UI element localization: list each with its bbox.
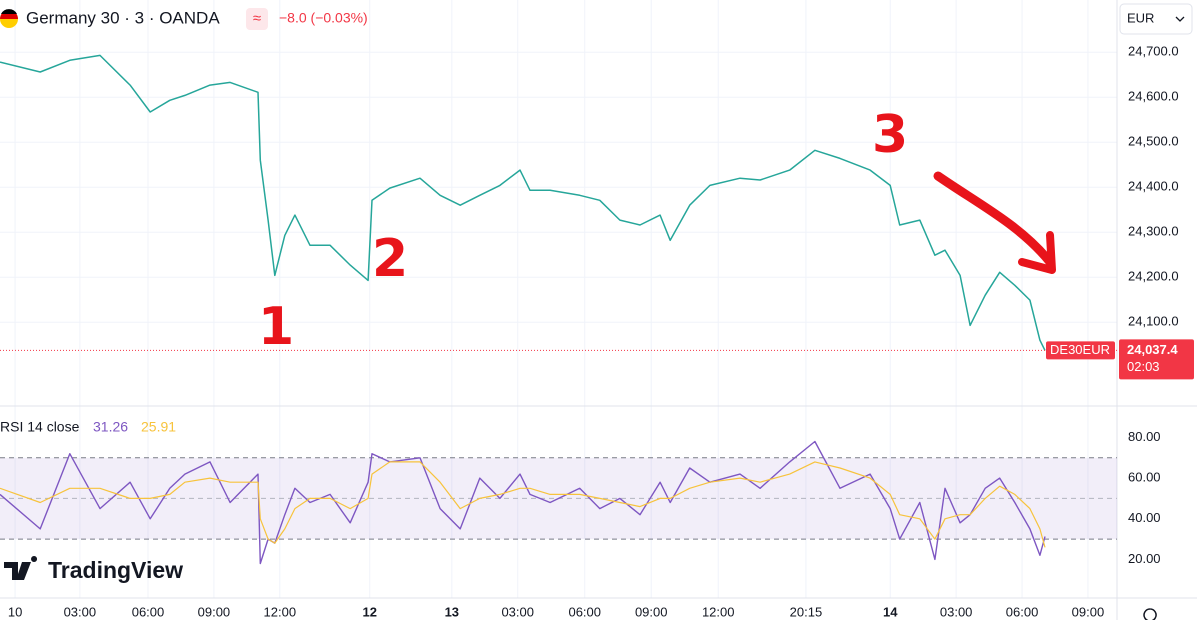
hand-annotation: 1 — [258, 297, 294, 357]
y-tick-label: 80.00 — [1128, 429, 1161, 444]
x-tick-label: 12 — [362, 604, 376, 619]
rsi-ma-value: 25.91 — [141, 419, 176, 435]
y-tick-label: 24,500.0 — [1128, 134, 1179, 149]
y-tick-label: 24,700.0 — [1128, 44, 1179, 59]
x-tick-label: 06:00 — [568, 604, 601, 619]
brand-logo — [4, 556, 38, 580]
market-status-icon: ≈ — [253, 10, 261, 27]
y-tick-label: 40.00 — [1128, 510, 1161, 525]
y-tick-label: 24,200.0 — [1128, 269, 1179, 284]
x-tick-label: 10 — [8, 604, 22, 619]
last-price-tag — [1119, 339, 1194, 380]
rsi-value: 31.26 — [93, 419, 128, 435]
x-tick-label: 09:00 — [1072, 604, 1105, 619]
x-tick-label: 03:00 — [940, 604, 973, 619]
series-line — [0, 440, 1046, 565]
x-tick-label: 06:00 — [132, 604, 165, 619]
y-tick-label: 20.00 — [1128, 551, 1161, 566]
settings-icon[interactable] — [1143, 608, 1157, 620]
series-line — [0, 54, 1046, 351]
x-tick-label: 09:00 — [635, 604, 668, 619]
symbol-label: DE30EUR — [1050, 342, 1110, 357]
brand-name: TradingView — [48, 557, 183, 583]
y-tick-label: 60.00 — [1128, 470, 1161, 485]
hand-annotation: 3 — [872, 105, 908, 165]
symbol-tag — [1046, 341, 1115, 360]
countdown-label: 02:03 — [1127, 359, 1160, 374]
flag-icon-black — [1, 9, 17, 14]
x-tick-label: 12:00 — [264, 604, 297, 619]
x-tick-label: 12:00 — [702, 604, 735, 619]
x-tick-label: 14 — [883, 604, 898, 619]
plot — [0, 54, 1117, 565]
hand-annotation: 2 — [372, 229, 408, 289]
x-tick-label: 09:00 — [198, 604, 231, 619]
y-tick-label: 24,600.0 — [1128, 89, 1179, 104]
currency-button[interactable] — [1119, 3, 1193, 35]
currency-label[interactable]: EUR — [1127, 10, 1154, 25]
y-tick-label: 24,400.0 — [1128, 179, 1179, 194]
x-tick-label: 13 — [445, 604, 459, 619]
annotation-arrowhead — [1018, 231, 1056, 274]
price-change: −8.0 (−0.03%) — [279, 10, 368, 26]
market-status — [246, 8, 268, 30]
x-tick-label: 03:00 — [64, 604, 97, 619]
series-line — [0, 461, 1046, 548]
x-tick-label: 03:00 — [501, 604, 534, 619]
y-tick-label: 24,300.0 — [1128, 224, 1179, 239]
last-price-label: 24,037.4 — [1127, 342, 1178, 357]
rsi-title: RSI 14 close — [0, 419, 80, 435]
y-tick-label: 24,100.0 — [1128, 314, 1179, 329]
x-tick-label: 06:00 — [1006, 604, 1039, 619]
currency-caret[interactable] — [1175, 16, 1185, 22]
annotation-arrow — [933, 171, 1055, 267]
symbol-title: Germany 30 · 3 · OANDA — [26, 8, 220, 27]
x-tick-label: 20:15 — [790, 604, 823, 619]
